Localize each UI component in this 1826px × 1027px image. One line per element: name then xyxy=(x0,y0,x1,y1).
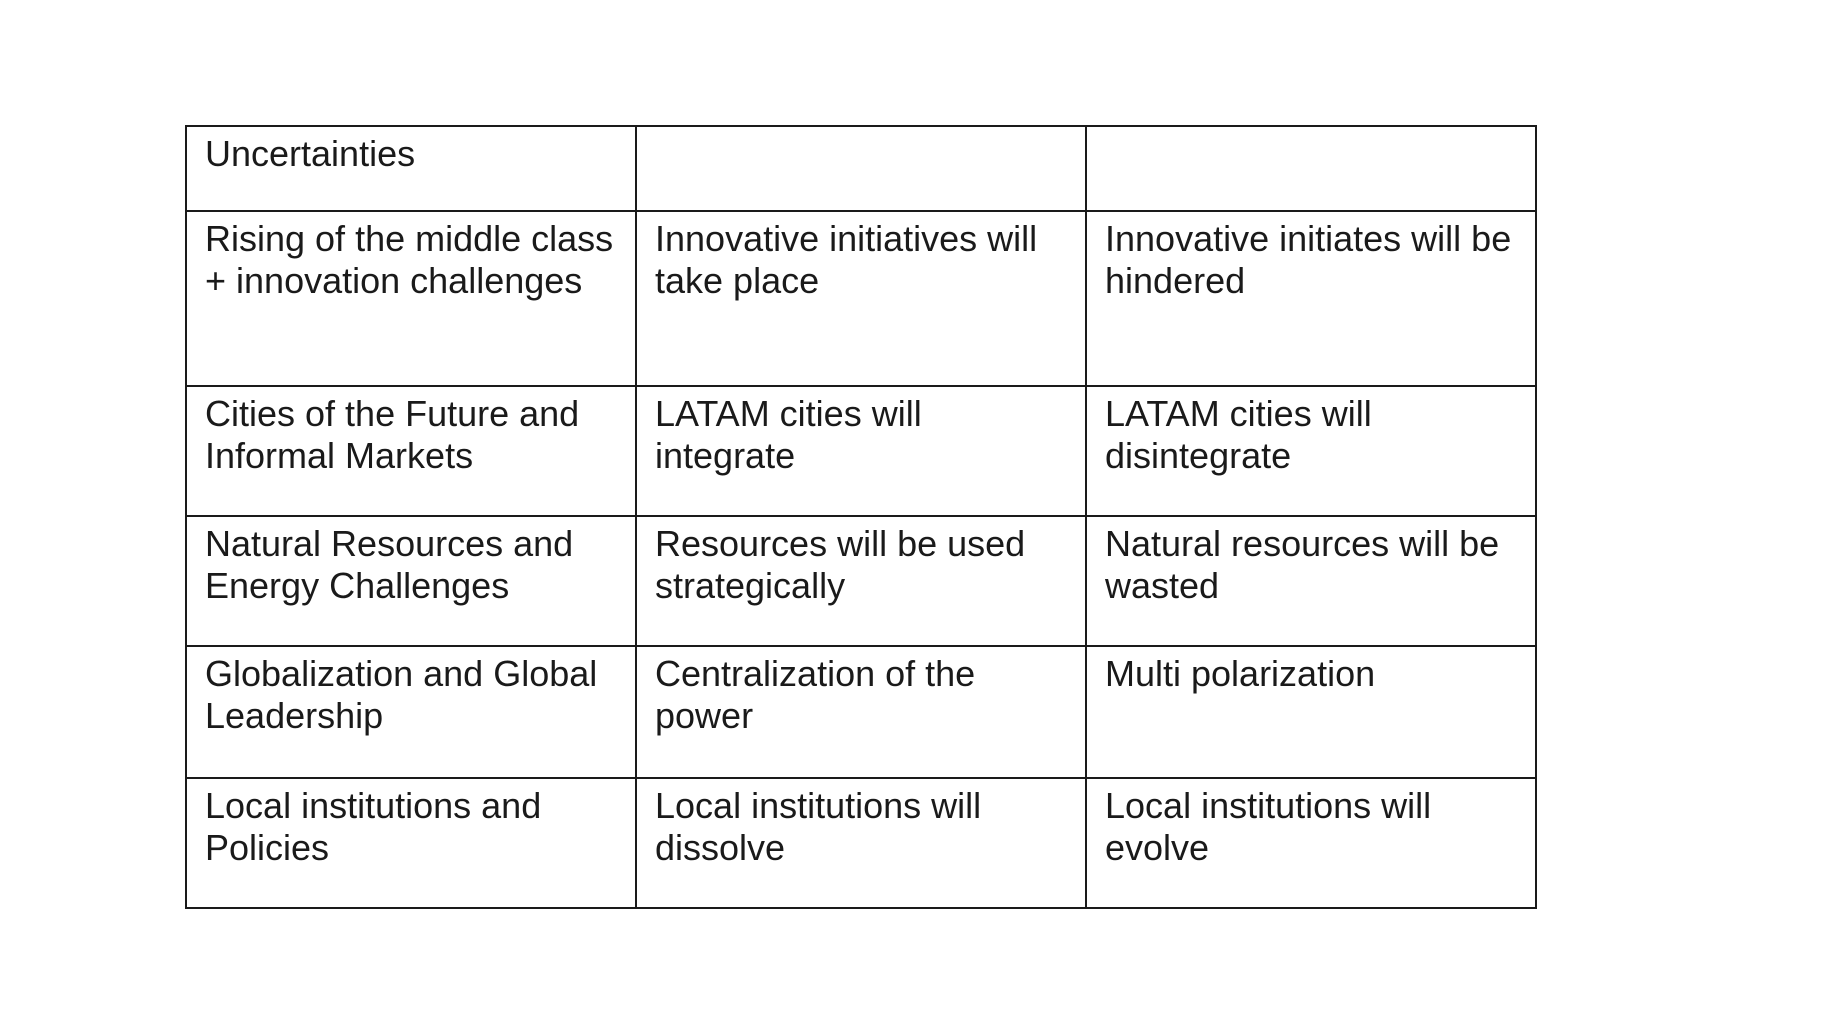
table-row: Globalization and Global Leadership Cent… xyxy=(185,645,1537,779)
table-cell-scenario-b: Natural resources will be wasted xyxy=(1085,515,1537,647)
table-cell-scenario-b: Multi polarization xyxy=(1085,645,1537,779)
table-cell-scenario-a: LATAM cities will integrate xyxy=(635,385,1087,517)
table-row: Uncertainties xyxy=(185,125,1537,212)
table-cell-scenario-a: Local institutions will dissolve xyxy=(635,777,1087,909)
table-row: Natural Resources and Energy Challenges … xyxy=(185,515,1537,647)
table-cell xyxy=(635,125,1087,212)
table-row: Rising of the middle class + innovation … xyxy=(185,210,1537,387)
table-cell-scenario-a: Resources will be used strategically xyxy=(635,515,1087,647)
table-cell-scenario-b: LATAM cities will disintegrate xyxy=(1085,385,1537,517)
table-row: Cities of the Future and Informal Market… xyxy=(185,385,1537,517)
table-cell-scenario-a: Innovative initiatives will take place xyxy=(635,210,1087,387)
table-cell-uncertainty: Cities of the Future and Informal Market… xyxy=(185,385,637,517)
table-cell-scenario-b: Local institutions will evolve xyxy=(1085,777,1537,909)
table-cell-scenario-b: Innovative initiates will be hindered xyxy=(1085,210,1537,387)
uncertainties-table-container: Uncertainties Rising of the middle class… xyxy=(185,125,1537,909)
table-cell-uncertainty: Rising of the middle class + innovation … xyxy=(185,210,637,387)
uncertainties-table: Uncertainties Rising of the middle class… xyxy=(185,125,1537,909)
table-cell-uncertainty: Globalization and Global Leadership xyxy=(185,645,637,779)
table-cell-scenario-a: Centralization of the power xyxy=(635,645,1087,779)
table-cell-uncertainties-header: Uncertainties xyxy=(185,125,637,212)
table-row: Local institutions and Policies Local in… xyxy=(185,777,1537,909)
table-cell-uncertainty: Natural Resources and Energy Challenges xyxy=(185,515,637,647)
table-cell xyxy=(1085,125,1537,212)
table-cell-uncertainty: Local institutions and Policies xyxy=(185,777,637,909)
